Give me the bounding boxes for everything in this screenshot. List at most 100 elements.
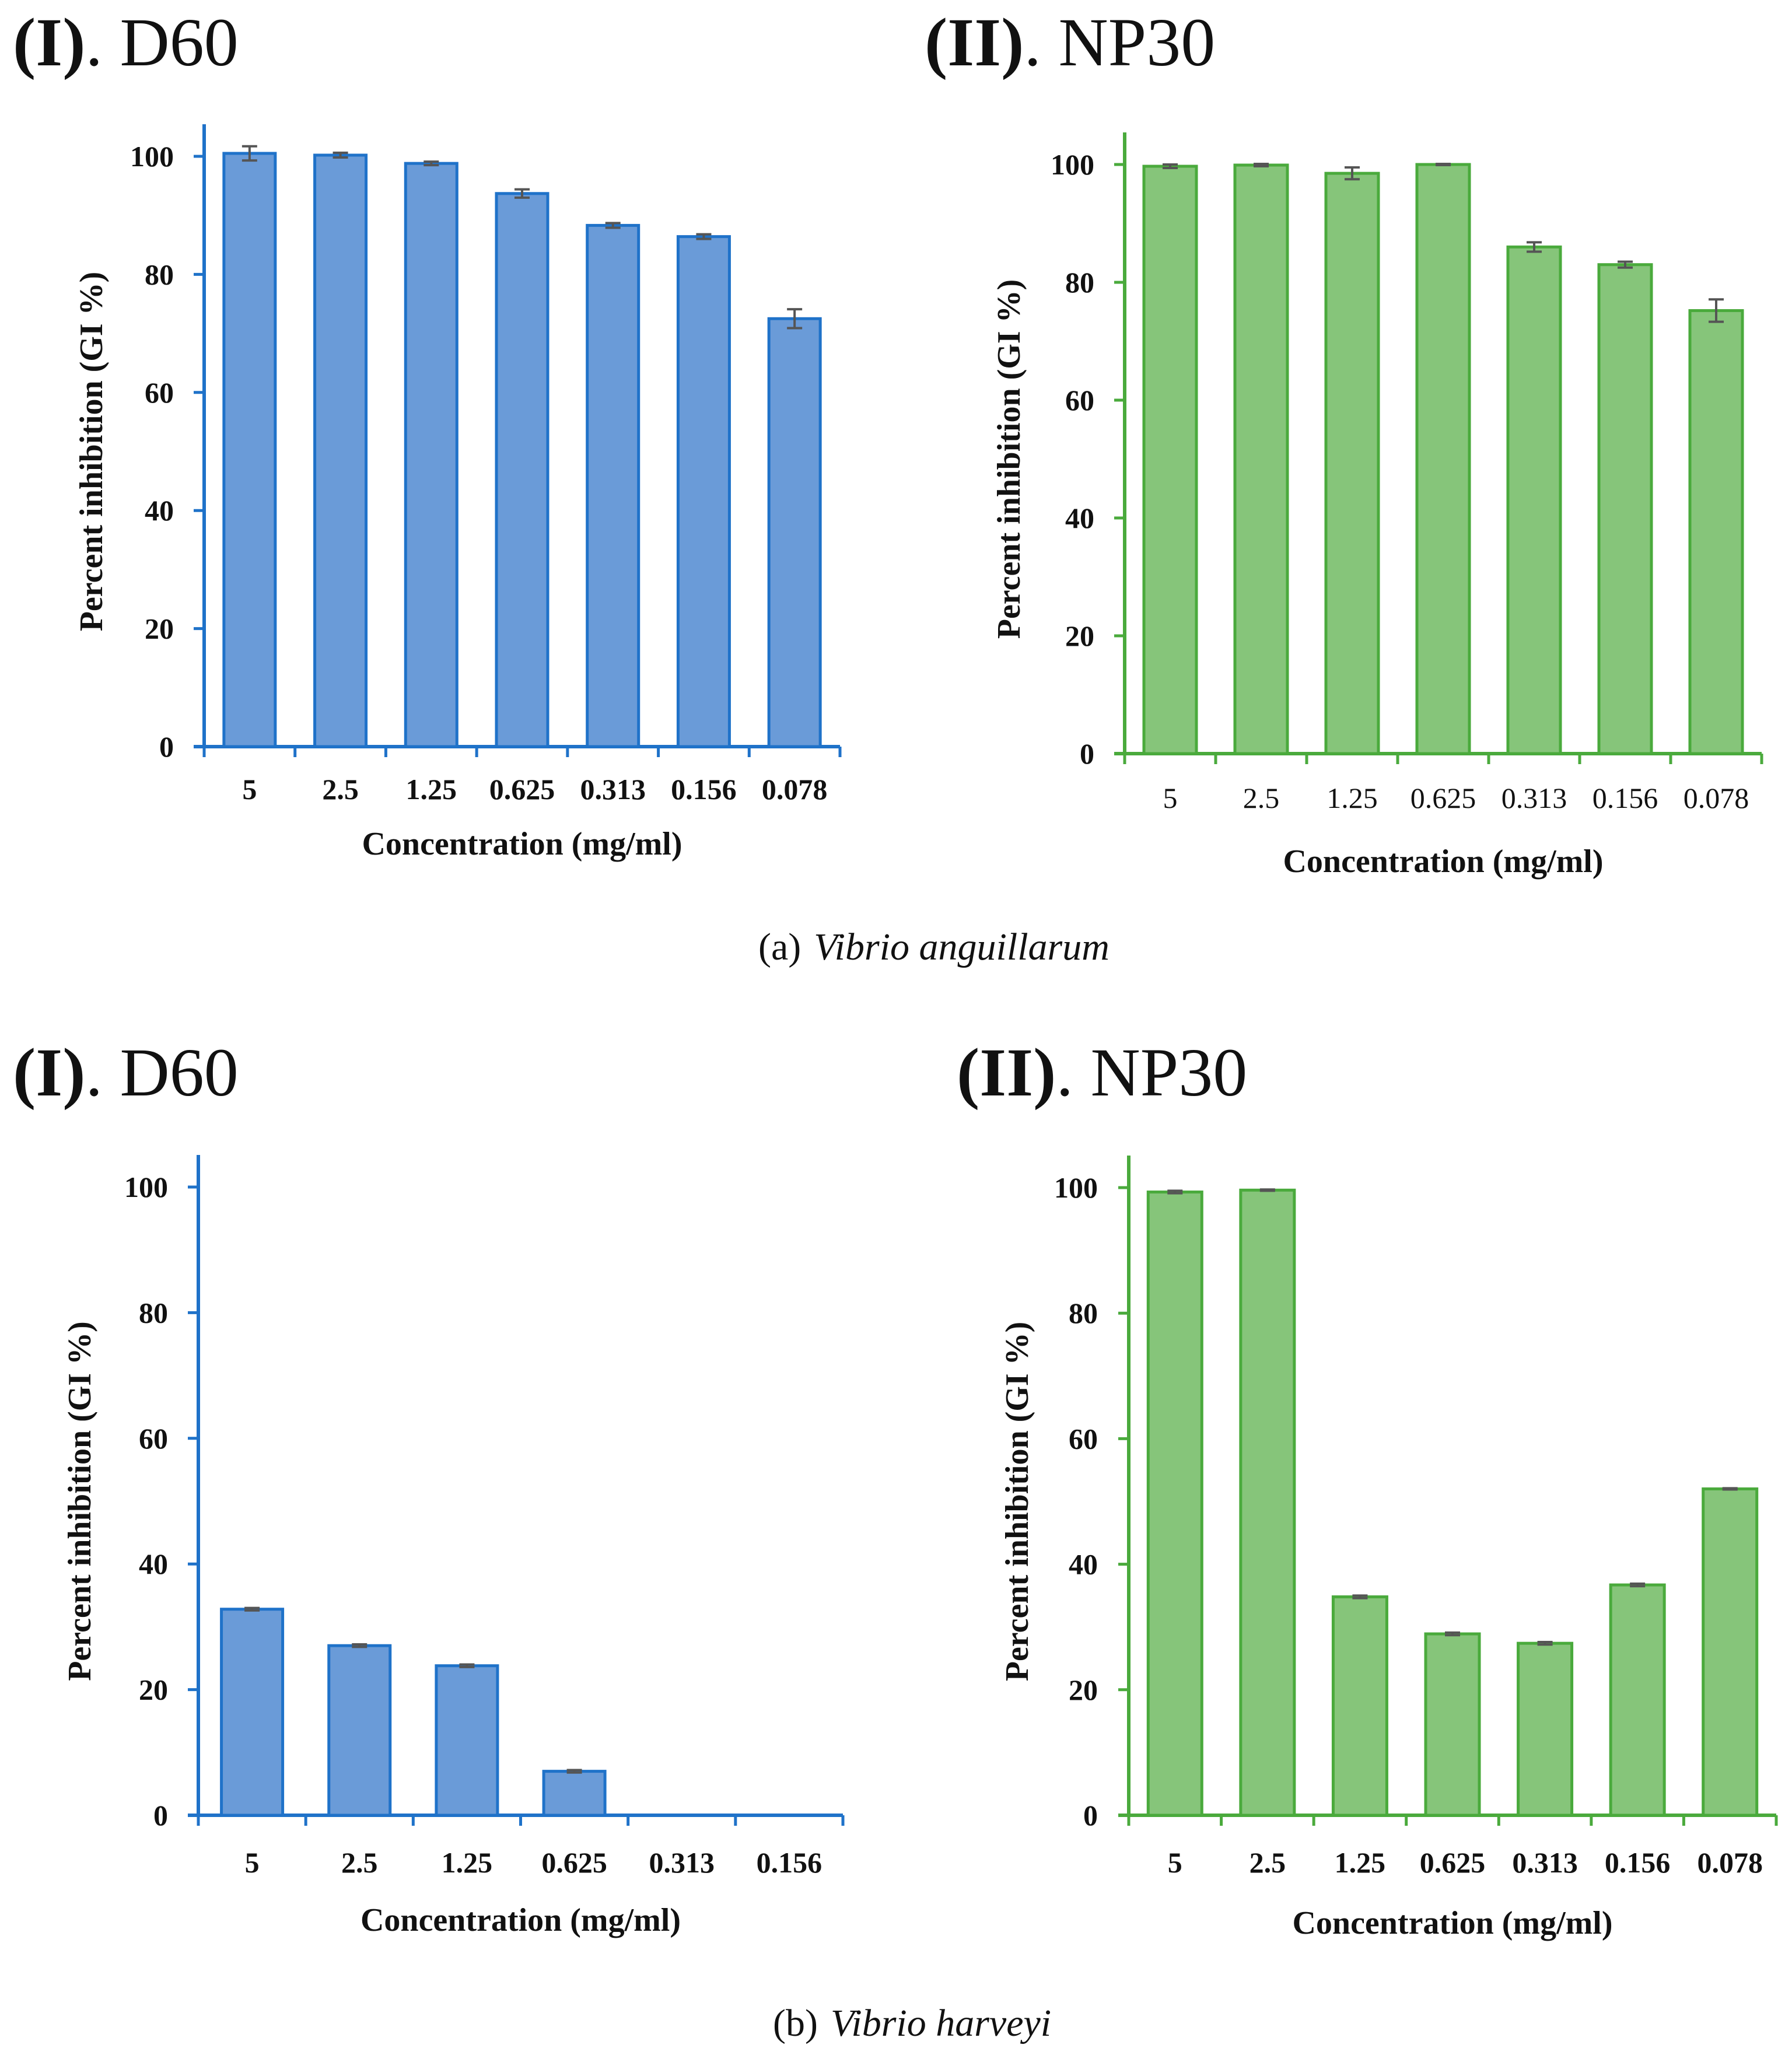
x-tick-label: 1.25 xyxy=(406,773,457,806)
x-tick-label: 2.5 xyxy=(322,773,359,806)
bar xyxy=(1609,1583,1666,1817)
panel-title-b1-roman: (I) xyxy=(13,1034,86,1111)
bar xyxy=(327,1644,392,1817)
error-bar xyxy=(787,308,803,330)
y-tick-label: 40 xyxy=(145,494,174,527)
y-tick-label: 100 xyxy=(1054,1171,1098,1204)
caption-b-species: Vibrio harveyi xyxy=(831,2002,1051,2045)
x-tick-label: 2.5 xyxy=(341,1846,378,1879)
error-bar xyxy=(514,188,530,199)
x-tick-label: 2.5 xyxy=(1250,1846,1286,1879)
bar xyxy=(1517,1641,1574,1817)
bar xyxy=(435,1664,499,1817)
chart-d60-anguillarum: 0 20 40 60 80 100 5 2.5 1.25 0.625 0.313 0.156 0.078… xyxy=(74,124,842,862)
x-axis-title: Concentration (mg/ml) xyxy=(1292,1905,1612,1941)
y-tick-label: 0 xyxy=(1083,1799,1098,1832)
error-bar xyxy=(1630,1582,1646,1588)
y-tick-label: 100 xyxy=(124,1171,168,1203)
x-tick-label: 2.5 xyxy=(1243,782,1280,814)
error-bar xyxy=(1618,260,1633,269)
bar xyxy=(313,153,368,748)
y-tick-label: 80 xyxy=(139,1296,168,1329)
x-tick-label: 0.313 xyxy=(1502,782,1567,814)
y-tick-label: 60 xyxy=(1065,384,1094,416)
chart-np30-anguillarum: 0 20 40 60 80 100 5 2.5 1.25 0.625 0.313 0.156 0.078… xyxy=(991,132,1763,880)
bar xyxy=(1702,1487,1759,1817)
error-bar xyxy=(352,1643,368,1648)
panel-title-a2-name: . NP30 xyxy=(1024,4,1215,80)
chart-d60-harveyi: 0 20 40 60 80 100 5 2.5 1.25 0.625 0.313 0.156 Conce… xyxy=(62,1155,845,1938)
panel-title-b2: (II). NP30 xyxy=(957,1034,1247,1111)
error-bar xyxy=(424,160,439,167)
error-bar xyxy=(1345,166,1360,181)
error-bar xyxy=(1527,241,1542,253)
error-bar xyxy=(1445,1631,1460,1637)
error-bar xyxy=(332,151,348,159)
x-tick-label: 0.156 xyxy=(757,1846,822,1879)
panel-title-b1-name: . D60 xyxy=(86,1034,239,1111)
caption-a-prefix: (a) xyxy=(758,926,801,968)
y-tick-label: 20 xyxy=(145,612,174,645)
x-tick-label: 0.078 xyxy=(762,773,828,806)
error-bar xyxy=(696,233,712,240)
error-bar xyxy=(605,222,621,229)
panel-title-a1-name: . D60 xyxy=(86,4,239,80)
bar xyxy=(1233,163,1289,755)
bar xyxy=(220,1608,285,1817)
caption-a-species: Vibrio anguillarum xyxy=(814,926,1110,968)
bar xyxy=(1324,171,1380,755)
y-tick-label: 100 xyxy=(130,140,174,173)
x-tick-label: 0.625 xyxy=(1410,782,1476,814)
x-tick-label: 0.313 xyxy=(1512,1846,1578,1879)
caption-b: (b) Vibrio harveyi xyxy=(773,2002,1051,2045)
y-axis-title: Percent inhibition (GI %) xyxy=(991,279,1027,639)
x-axis-title: Concentration (mg/ml) xyxy=(360,1902,681,1938)
panel-title-b2-name: . NP30 xyxy=(1056,1034,1247,1111)
x-tick-label: 1.25 xyxy=(1335,1846,1386,1879)
error-bar xyxy=(244,1606,260,1612)
y-tick-label: 60 xyxy=(145,376,174,409)
y-tick-label: 60 xyxy=(1069,1422,1098,1455)
error-bar xyxy=(1163,163,1178,170)
bar xyxy=(1239,1188,1296,1817)
error-bar xyxy=(1722,1487,1738,1491)
y-axis-title: Percent inhibition (GI %) xyxy=(999,1322,1035,1682)
y-tick-label: 40 xyxy=(1065,502,1094,534)
x-tick-label: 0.313 xyxy=(649,1846,715,1879)
bar xyxy=(676,235,731,748)
y-tick-label: 80 xyxy=(145,258,174,290)
x-tick-label: 0.625 xyxy=(1420,1846,1486,1879)
bar xyxy=(495,192,550,748)
y-tick-label: 80 xyxy=(1065,266,1094,299)
error-bar xyxy=(1537,1641,1553,1646)
panel-title-a1-roman: (I) xyxy=(13,4,86,80)
x-tick-label: 5 xyxy=(1168,1846,1182,1879)
panel-title-a2: (II). NP30 xyxy=(925,4,1215,80)
bar xyxy=(1597,263,1653,755)
x-tick-label: 0.156 xyxy=(1605,1846,1671,1879)
error-bar xyxy=(1436,162,1451,167)
x-axis-title: Concentration (mg/ml) xyxy=(1283,843,1603,880)
x-tick-label: 5 xyxy=(242,773,257,806)
y-tick-label: 20 xyxy=(1065,619,1094,652)
panel-title-a1: (I). D60 xyxy=(13,4,239,80)
bar xyxy=(1688,309,1744,755)
x-axis-title: Concentration (mg/ml) xyxy=(362,826,682,862)
x-tick-label: 1.25 xyxy=(442,1846,493,1879)
y-tick-label: 40 xyxy=(1069,1548,1098,1581)
error-bar xyxy=(459,1663,475,1668)
y-axis-title: Percent inhibition (GI %) xyxy=(74,272,110,632)
y-tick-label: 0 xyxy=(159,730,174,763)
error-bar xyxy=(1709,298,1724,323)
y-tick-label: 0 xyxy=(1080,737,1094,770)
y-tick-label: 40 xyxy=(139,1548,168,1580)
error-bar xyxy=(1259,1188,1275,1192)
chart-np30-harveyi: 0 20 40 60 80 100 5 2.5 1.25 0.625 0.313 0.156 0.078… xyxy=(999,1156,1778,1941)
y-tick-label: 60 xyxy=(139,1422,168,1455)
y-tick-label: 0 xyxy=(153,1799,168,1832)
bar xyxy=(1415,163,1471,755)
y-tick-label: 100 xyxy=(1051,148,1094,181)
x-tick-label: 0.313 xyxy=(580,773,646,806)
bar xyxy=(767,317,822,748)
